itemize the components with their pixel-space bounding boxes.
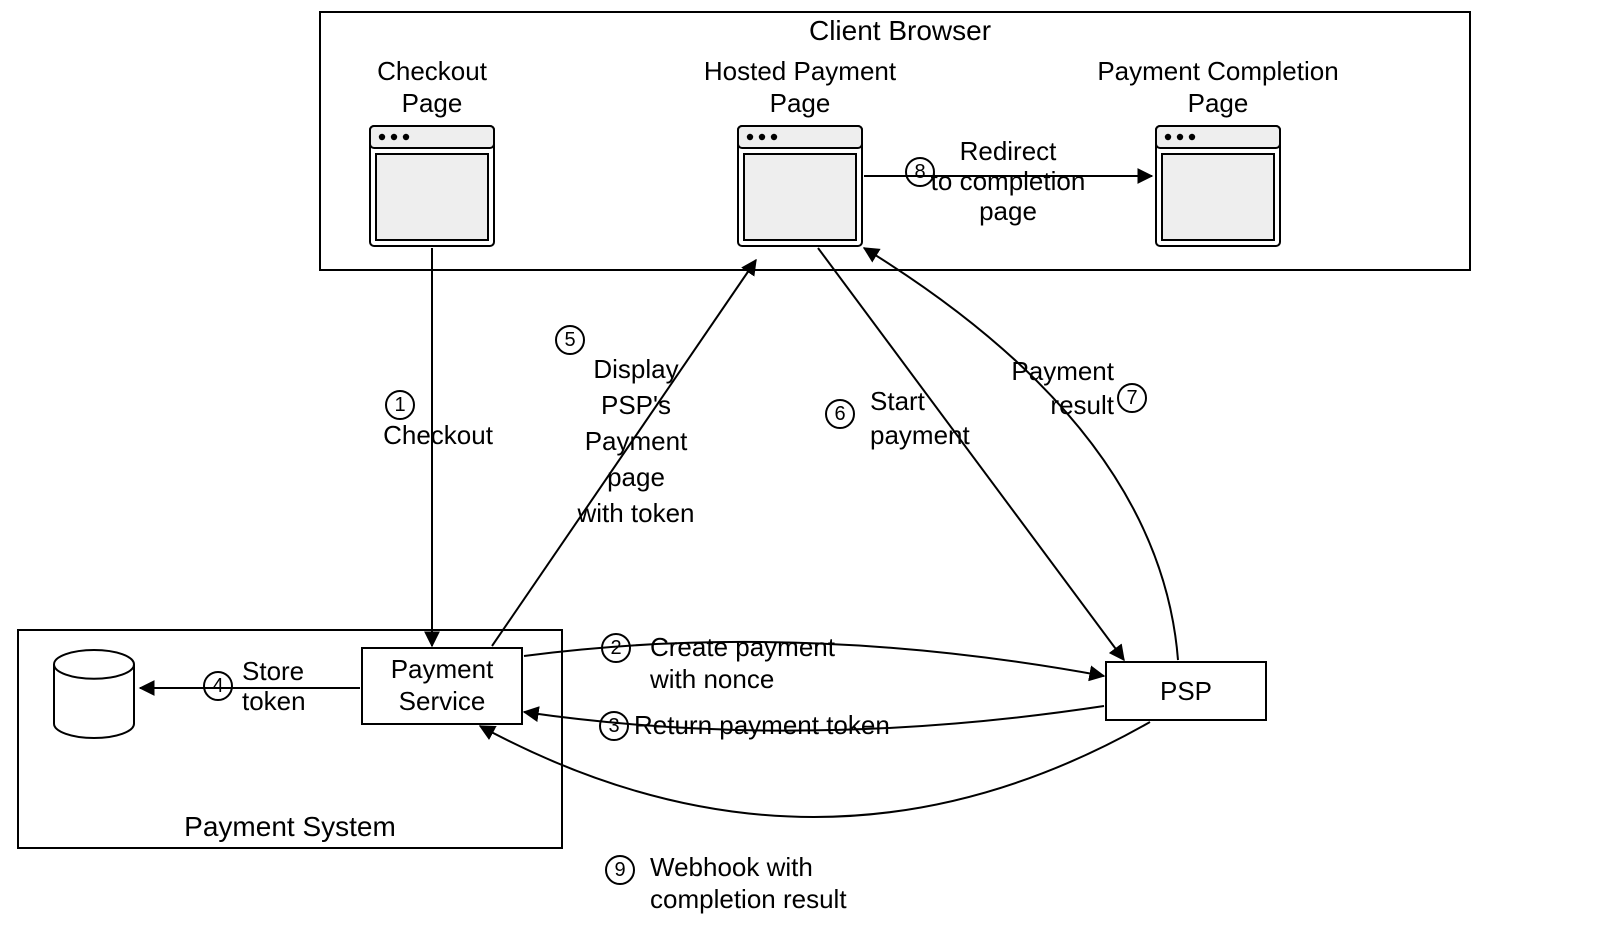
step-label-6-0: Start	[870, 386, 926, 416]
group-label-client_browser: Client Browser	[809, 15, 991, 46]
payment-flow-diagram: Client BrowserPayment SystemCheckoutPage…	[0, 0, 1600, 948]
node-label-hosted_payment_page-1: Page	[770, 88, 831, 118]
step-number-9: 9	[614, 859, 625, 881]
node-checkout_page: CheckoutPage	[370, 56, 494, 246]
step-label-9-0: Webhook with	[650, 852, 813, 882]
step-number-3: 3	[608, 715, 619, 737]
step-number-1: 1	[394, 394, 405, 416]
node-label-checkout_page-0: Checkout	[377, 56, 488, 86]
step-label-5-2: Payment	[585, 426, 688, 456]
step-label-3-0: Return payment token	[634, 710, 890, 740]
group-label-payment_system: Payment System	[184, 811, 396, 842]
step-label-9-1: completion result	[650, 884, 847, 914]
step-label-7-0: Payment	[1011, 356, 1114, 386]
step-label-5-1: PSP's	[601, 390, 671, 420]
step-labels: 1 Checkout 2 Create paymentwith nonce 3 Retur…	[204, 136, 1146, 914]
node-label-psp-0: PSP	[1160, 676, 1212, 706]
step-label-8-1: to completion	[931, 166, 1086, 196]
step-label-8-2: page	[979, 196, 1037, 226]
edge-step-7	[864, 248, 1178, 660]
node-database	[54, 650, 134, 738]
step-number-5: 5	[564, 329, 575, 351]
node-payment_service: PaymentService	[362, 648, 522, 724]
step-label-2-1: with nonce	[649, 664, 774, 694]
step-label-4-0: Store	[242, 656, 304, 686]
step-number-4: 4	[212, 675, 223, 697]
step-label-7-1: result	[1050, 390, 1114, 420]
node-label-hosted_payment_page-0: Hosted Payment	[704, 56, 897, 86]
step-label-5-3: page	[607, 462, 665, 492]
node-label-completion_page-1: Page	[1188, 88, 1249, 118]
step-label-4-1: token	[242, 686, 306, 716]
step-label-2-0: Create payment	[650, 632, 836, 662]
step-label-8-0: Redirect	[960, 136, 1058, 166]
node-psp: PSP	[1106, 662, 1266, 720]
node-label-checkout_page-1: Page	[402, 88, 463, 118]
node-label-payment_service-1: Service	[399, 686, 486, 716]
node-hosted_payment_page: Hosted PaymentPage	[704, 56, 897, 246]
node-label-payment_service-0: Payment	[391, 654, 494, 684]
step-number-7: 7	[1126, 387, 1137, 409]
step-label-1-0: Checkout	[383, 420, 494, 450]
step-label-5-4: with token	[576, 498, 694, 528]
step-number-8: 8	[914, 161, 925, 183]
step-label-6-1: payment	[870, 420, 970, 450]
node-completion_page: Payment CompletionPage	[1097, 56, 1338, 246]
node-label-completion_page-0: Payment Completion	[1097, 56, 1338, 86]
step-number-6: 6	[834, 403, 845, 425]
edge-step-6	[818, 248, 1124, 660]
step-number-2: 2	[610, 637, 621, 659]
step-label-5-0: Display	[593, 354, 678, 384]
